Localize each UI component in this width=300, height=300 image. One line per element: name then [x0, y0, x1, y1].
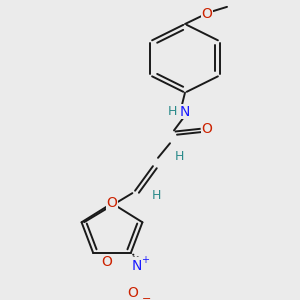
Text: N: N — [131, 259, 142, 273]
Text: O: O — [202, 122, 212, 136]
Text: H: H — [151, 189, 161, 202]
Text: H: H — [167, 105, 177, 118]
Text: −: − — [142, 294, 152, 300]
Text: H: H — [174, 150, 184, 163]
Text: N: N — [180, 104, 190, 118]
Text: O: O — [101, 254, 112, 268]
Text: O: O — [127, 286, 138, 300]
Text: O: O — [106, 196, 117, 210]
Text: +: + — [141, 255, 149, 265]
Text: O: O — [202, 7, 212, 21]
